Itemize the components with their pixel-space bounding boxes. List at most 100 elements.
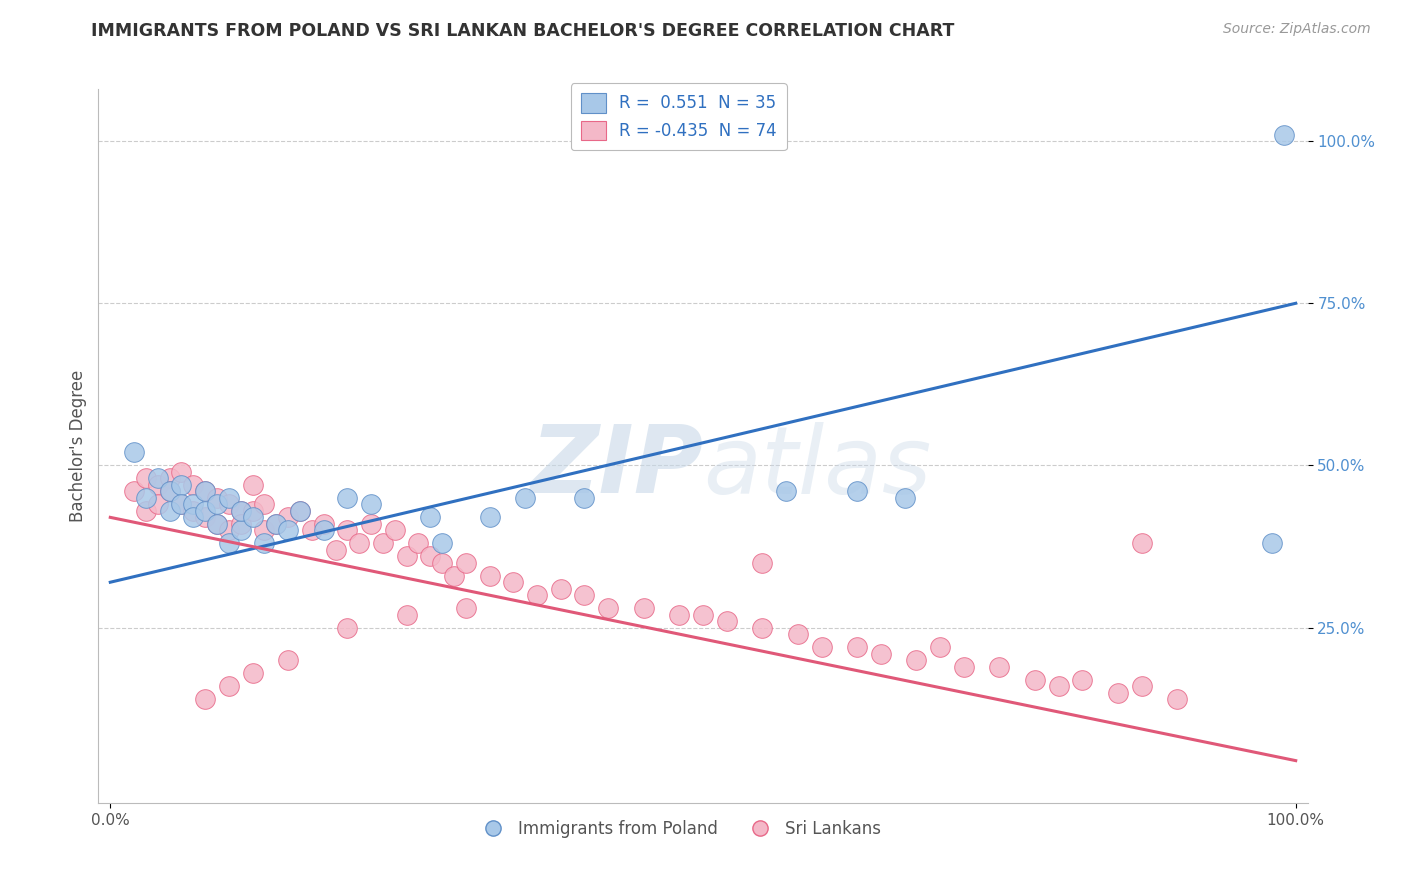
Point [1130,679,1153,693]
Point [242,510,264,524]
Point [218,536,240,550]
Point [395,549,418,564]
Point [1166,692,1188,706]
Point [502,575,524,590]
Point [419,510,441,524]
Point [1272,128,1295,142]
Point [194,692,217,706]
Text: IMMIGRANTS FROM POLAND VS SRI LANKAN BACHELOR'S DEGREE CORRELATION CHART: IMMIGRANTS FROM POLAND VS SRI LANKAN BAC… [91,22,955,40]
Text: atlas: atlas [703,422,931,513]
Point [905,653,928,667]
Point [277,524,299,538]
Point [218,679,240,693]
Y-axis label: Bachelor's Degree: Bachelor's Degree [69,370,87,522]
Point [170,478,193,492]
Point [135,491,157,505]
Point [146,471,169,485]
Point [515,491,537,505]
Point [526,588,548,602]
Point [205,516,228,531]
Point [194,504,217,518]
Point [716,614,738,628]
Point [242,666,264,681]
Point [478,568,501,582]
Point [360,516,382,531]
Point [550,582,572,596]
Point [454,601,477,615]
Point [432,556,454,570]
Point [242,504,264,518]
Point [1071,673,1094,687]
Point [478,510,501,524]
Point [312,516,335,531]
Point [135,504,157,518]
Point [170,497,193,511]
Point [242,478,264,492]
Point [1130,536,1153,550]
Point [1047,679,1070,693]
Point [336,491,359,505]
Point [325,542,347,557]
Point [253,524,276,538]
Point [205,516,228,531]
Point [264,516,287,531]
Point [574,588,596,602]
Point [408,536,430,550]
Point [598,601,620,615]
Point [264,516,287,531]
Point [336,621,359,635]
Point [952,659,974,673]
Point [347,536,370,550]
Point [229,504,252,518]
Point [218,491,240,505]
Point [751,621,773,635]
Point [454,556,477,570]
Point [633,601,655,615]
Point [277,653,299,667]
Point [229,516,252,531]
Point [786,627,808,641]
Point [751,556,773,570]
Point [371,536,394,550]
Point [146,497,169,511]
Point [277,510,299,524]
Point [159,484,181,499]
Point [122,484,145,499]
Text: Source: ZipAtlas.com: Source: ZipAtlas.com [1223,22,1371,37]
Point [668,607,690,622]
Point [218,524,240,538]
Point [205,491,228,505]
Point [253,536,276,550]
Point [775,484,797,499]
Point [159,504,181,518]
Point [288,504,311,518]
Point [146,478,169,492]
Point [122,445,145,459]
Point [170,465,193,479]
Point [574,491,596,505]
Point [301,524,323,538]
Point [135,471,157,485]
Point [194,484,217,499]
Point [288,504,311,518]
Point [846,640,869,654]
Point [229,504,252,518]
Point [181,504,204,518]
Point [229,524,252,538]
Point [893,491,915,505]
Legend: Immigrants from Poland, Sri Lankans: Immigrants from Poland, Sri Lankans [470,814,887,845]
Point [181,478,204,492]
Point [1107,685,1129,699]
Point [1024,673,1046,687]
Point [929,640,952,654]
Point [170,497,193,511]
Point [432,536,454,550]
Point [253,497,276,511]
Point [395,607,418,622]
Point [194,484,217,499]
Point [1261,536,1284,550]
Point [159,471,181,485]
Point [384,524,406,538]
Point [988,659,1011,673]
Point [869,647,891,661]
